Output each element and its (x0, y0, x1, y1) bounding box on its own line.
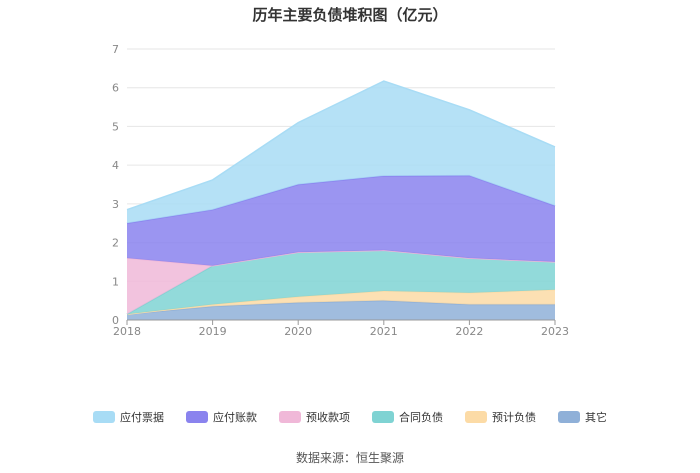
legend-item[interactable]: 预计负债 (465, 409, 536, 425)
chart-title: 历年主要负债堆积图（亿元） (252, 6, 448, 24)
legend-label: 应付账款 (213, 411, 257, 424)
x-tick-label: 2019 (199, 325, 227, 338)
x-tick-label: 2023 (541, 325, 569, 338)
x-tick-label: 2018 (113, 325, 141, 338)
y-tick-label: 6 (112, 82, 119, 95)
legend-swatch (558, 411, 580, 423)
y-tick-label: 1 (112, 275, 119, 288)
stacked-areas (126, 80, 556, 320)
legend-item[interactable]: 其它 (558, 409, 607, 425)
area-预计负债 (127, 289, 555, 315)
legend-swatch (93, 411, 115, 423)
area-应付票据 (127, 81, 555, 224)
area-应付账款 (127, 175, 555, 266)
legend-label: 应付票据 (120, 411, 164, 424)
line-应付票据 (126, 80, 556, 211)
legend-swatch (279, 411, 301, 423)
y-tick-label: 5 (112, 120, 119, 133)
x-tick-label: 2022 (455, 325, 483, 338)
legend-item[interactable]: 预收款项 (279, 409, 350, 425)
data-source: 数据来源：恒生聚源 (295, 451, 404, 465)
y-tick-label: 0 (112, 314, 119, 327)
y-tick-label: 7 (112, 43, 119, 56)
x-tick-label: 2021 (370, 325, 398, 338)
y-tick-label: 2 (112, 237, 119, 250)
legend-label: 预计负债 (492, 411, 536, 424)
axes: 0 1 2 3 4 5 6 7 2018 2019 2020 2021 2022 2023 (112, 43, 569, 338)
legend-label: 其它 (585, 411, 607, 424)
y-tick-label: 4 (112, 159, 119, 172)
legend-swatch (372, 411, 394, 423)
legend-label: 合同负债 (399, 411, 443, 424)
area-合同负债 (127, 250, 555, 315)
legend-item[interactable]: 应付账款 (186, 409, 257, 425)
legend-swatch (186, 411, 208, 423)
y-tick-label: 3 (112, 198, 119, 211)
legend-swatch (465, 411, 487, 423)
chart-plot: 0 1 2 3 4 5 6 7 2018 2019 2020 2021 2022 2023 (112, 43, 569, 338)
legend-item[interactable]: 应付票据 (93, 409, 164, 425)
x-tick-label: 2020 (284, 325, 312, 338)
legend-label: 预收款项 (306, 411, 350, 424)
legend-item[interactable]: 合同负债 (372, 409, 443, 425)
legend: 应付票据 应付账款 预收款项 合同负债 预计负债 其它 (0, 409, 700, 425)
